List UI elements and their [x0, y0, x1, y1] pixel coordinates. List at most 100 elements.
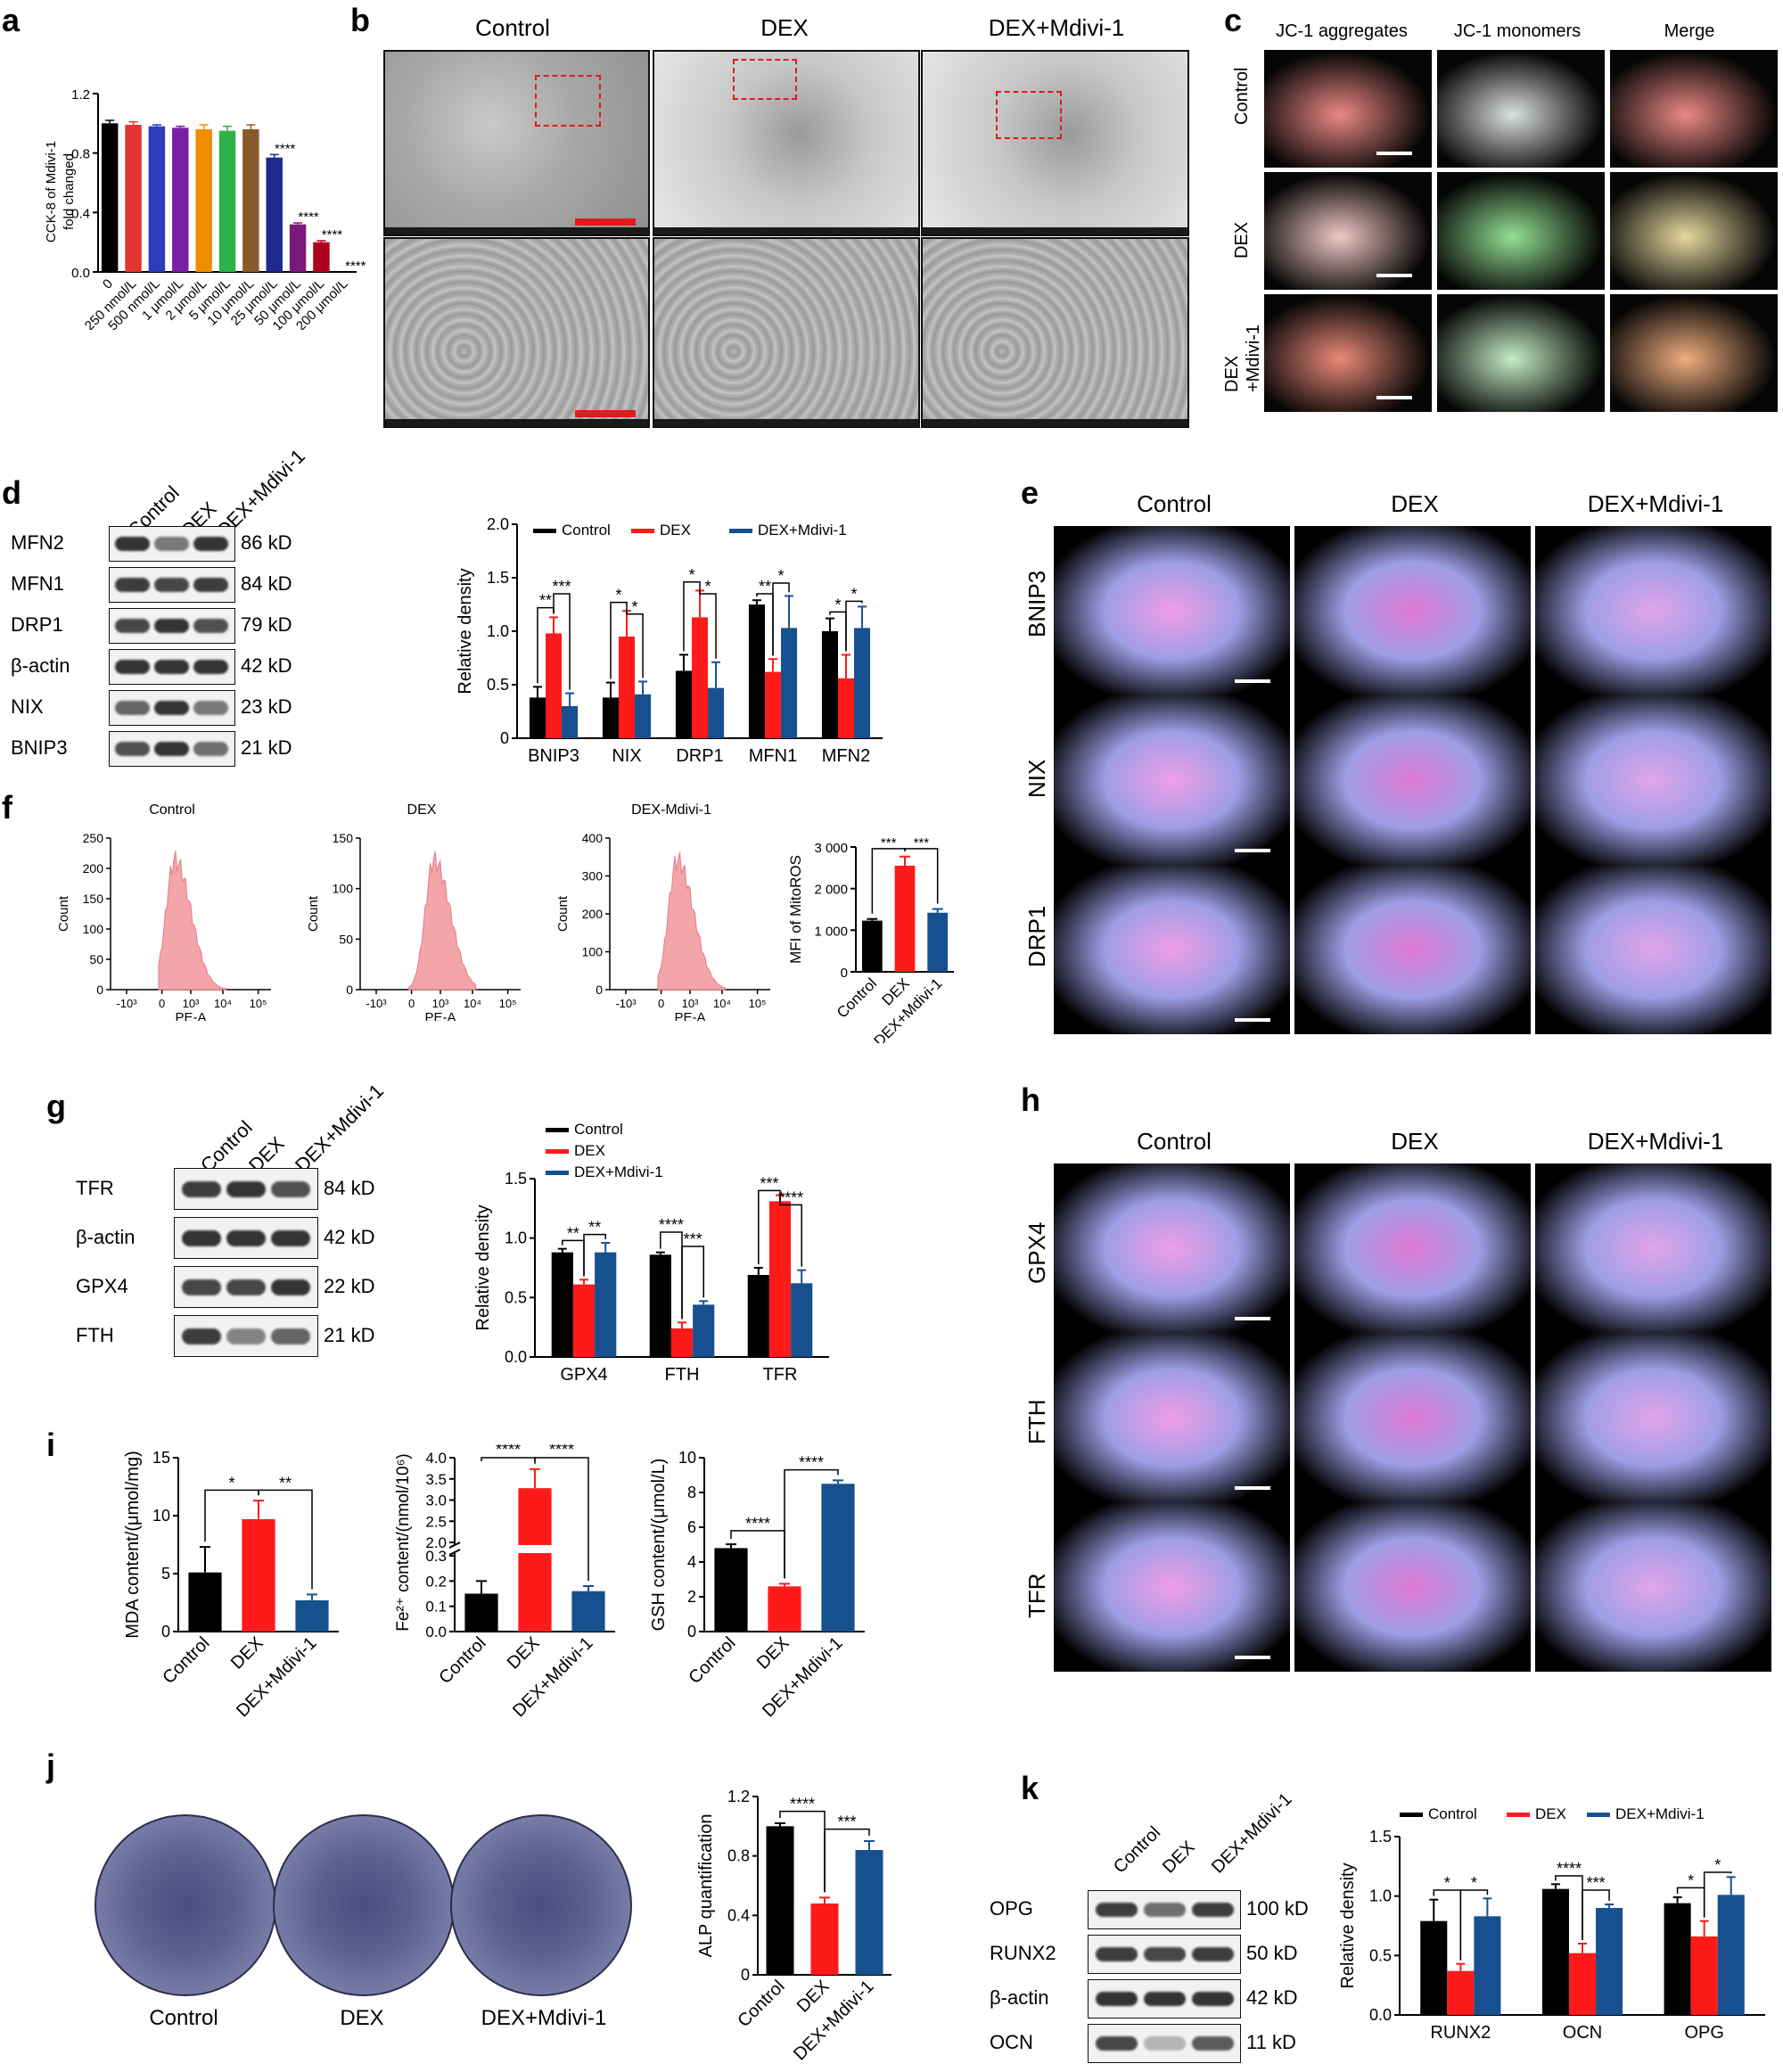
panel-d-size-label: 84 kD — [241, 572, 292, 595]
panel-d-protein-label: MFN1 — [11, 572, 64, 595]
if-image — [1294, 695, 1531, 865]
x-tick-label: DEX — [227, 1633, 267, 1673]
bar — [125, 125, 142, 272]
y-tick-label: 2 — [687, 1588, 696, 1606]
significance-label: * — [615, 587, 621, 604]
bar — [768, 1201, 792, 1357]
x-tick-label: Control — [159, 1633, 213, 1688]
bar — [675, 670, 692, 738]
significance-label: * — [632, 598, 638, 616]
y-tick-label: 300 — [582, 869, 604, 884]
blot-band — [1144, 1991, 1187, 2007]
significance-label: * — [1688, 1871, 1694, 1889]
y-tick-label: 1.0 — [505, 1229, 527, 1247]
panel-letter-h: h — [1021, 1081, 1040, 1118]
significance-label: * — [778, 567, 785, 585]
y-tick-label: 2.0 — [487, 515, 509, 533]
significance-bracket — [626, 607, 644, 678]
panel-g-protein-label: β-actin — [76, 1225, 136, 1248]
significance-bracket — [481, 1457, 536, 1464]
lane-label-mdivi: DEX+Mdivi-1 — [1208, 1789, 1296, 1878]
bar — [551, 1252, 573, 1357]
if-image — [1054, 1333, 1290, 1502]
tem-dex-low — [653, 50, 920, 236]
significance-bracket — [583, 1233, 606, 1277]
panel-k-blot-RUNX2 — [1088, 1935, 1241, 1974]
blot-band — [193, 742, 228, 756]
significance-label: **** — [496, 1444, 521, 1459]
x-tick-label: GPX4 — [560, 1365, 607, 1385]
panel-c-col-merge: Merge — [1664, 21, 1715, 41]
y-tick-label: 1.5 — [487, 569, 509, 587]
blot-band — [115, 660, 150, 674]
y-tick-label: 2.0 — [425, 1534, 447, 1551]
bar — [714, 1548, 748, 1632]
y-axis-label: CCK-8 of Mdivi-1 — [44, 141, 59, 243]
blot-band — [154, 619, 189, 633]
significance-label: **** — [345, 259, 366, 274]
x-tick-label: NIX — [612, 746, 641, 766]
bar — [595, 1252, 617, 1357]
dish-label-control: Control — [149, 2006, 218, 2030]
significance-label: **** — [799, 1454, 824, 1472]
y-tick-label: 0.5 — [1369, 1946, 1392, 1964]
blot-band — [115, 578, 150, 592]
significance-bracket — [772, 582, 790, 656]
x-tick-label: DEX — [793, 1977, 834, 2017]
bar — [602, 697, 619, 738]
panel-g-size-label: 42 kD — [324, 1225, 375, 1248]
bar — [747, 1275, 769, 1357]
panel-letter-k: k — [1021, 1770, 1039, 1806]
if-image — [1535, 695, 1771, 865]
histogram-area — [657, 851, 727, 991]
significance-label: *** — [760, 1174, 778, 1192]
y-axis-label: MDA content/(μmol/mg) — [123, 1451, 143, 1638]
y-tick-label: 6 — [687, 1518, 696, 1536]
blot-band — [154, 537, 189, 551]
bar — [748, 604, 765, 738]
y-tick-label: 150 — [333, 831, 354, 845]
jc1-image — [1610, 50, 1778, 168]
significance-bracket — [845, 600, 863, 652]
zoom-box — [535, 75, 601, 127]
bar — [649, 1254, 671, 1357]
bar — [821, 1484, 855, 1632]
x-tick-label: Control — [435, 1633, 489, 1688]
panel-k-blot-OPG — [1088, 1890, 1241, 1929]
panel-d-size-label: 79 kD — [241, 613, 292, 636]
y-tick-label: 0.4 — [727, 1906, 750, 1924]
y-tick-label: 10 — [152, 1507, 170, 1525]
scale-bar — [1235, 1317, 1270, 1320]
significance-bracket — [1582, 1889, 1610, 1940]
panel-d-blot-DRP1 — [109, 608, 235, 644]
y-tick-label: 400 — [582, 831, 604, 845]
significance-label: **** — [659, 1216, 684, 1234]
legend-swatch — [546, 1171, 569, 1175]
bar — [781, 628, 798, 738]
bar — [195, 129, 212, 272]
significance-label: * — [688, 566, 694, 584]
y-tick-label: 1.0 — [1369, 1887, 1392, 1905]
x-tick-label: 10⁴ — [464, 997, 481, 1010]
panel-letter-e: e — [1021, 474, 1039, 511]
significance-label: ** — [759, 578, 771, 596]
panel-g-blot-TFR — [174, 1168, 318, 1210]
legend-label: DEX — [574, 1142, 605, 1159]
significance-bracket — [824, 1828, 870, 1893]
blot-band — [271, 1328, 311, 1344]
legend-label: Control — [574, 1121, 623, 1138]
bar — [764, 671, 782, 738]
significance-label: * — [834, 596, 841, 613]
y-tick-label: 0 — [346, 983, 353, 997]
flow-histogram: 0 50 100 150 200 250 Count -10³ 0 10³ 10⁴ 10⁵ PE-A — [56, 831, 271, 1021]
significance-label: **** — [322, 227, 343, 243]
chart-k: 0.0 0.5 1.0 1.5 Relative density RUNX2 OCN OPG *… — [1338, 1805, 1765, 2043]
y-tick-label: 0.1 — [425, 1599, 447, 1616]
tem-control-low — [383, 50, 650, 236]
y-tick-label: 0.8 — [727, 1847, 750, 1865]
significance-label: *** — [1587, 1874, 1606, 1892]
panel-d-size-label: 23 kD — [241, 695, 292, 718]
panel-k-size-label: 50 kD — [1246, 1942, 1298, 1964]
bar — [518, 1488, 552, 1632]
x-tick-label: 10⁵ — [250, 997, 267, 1010]
